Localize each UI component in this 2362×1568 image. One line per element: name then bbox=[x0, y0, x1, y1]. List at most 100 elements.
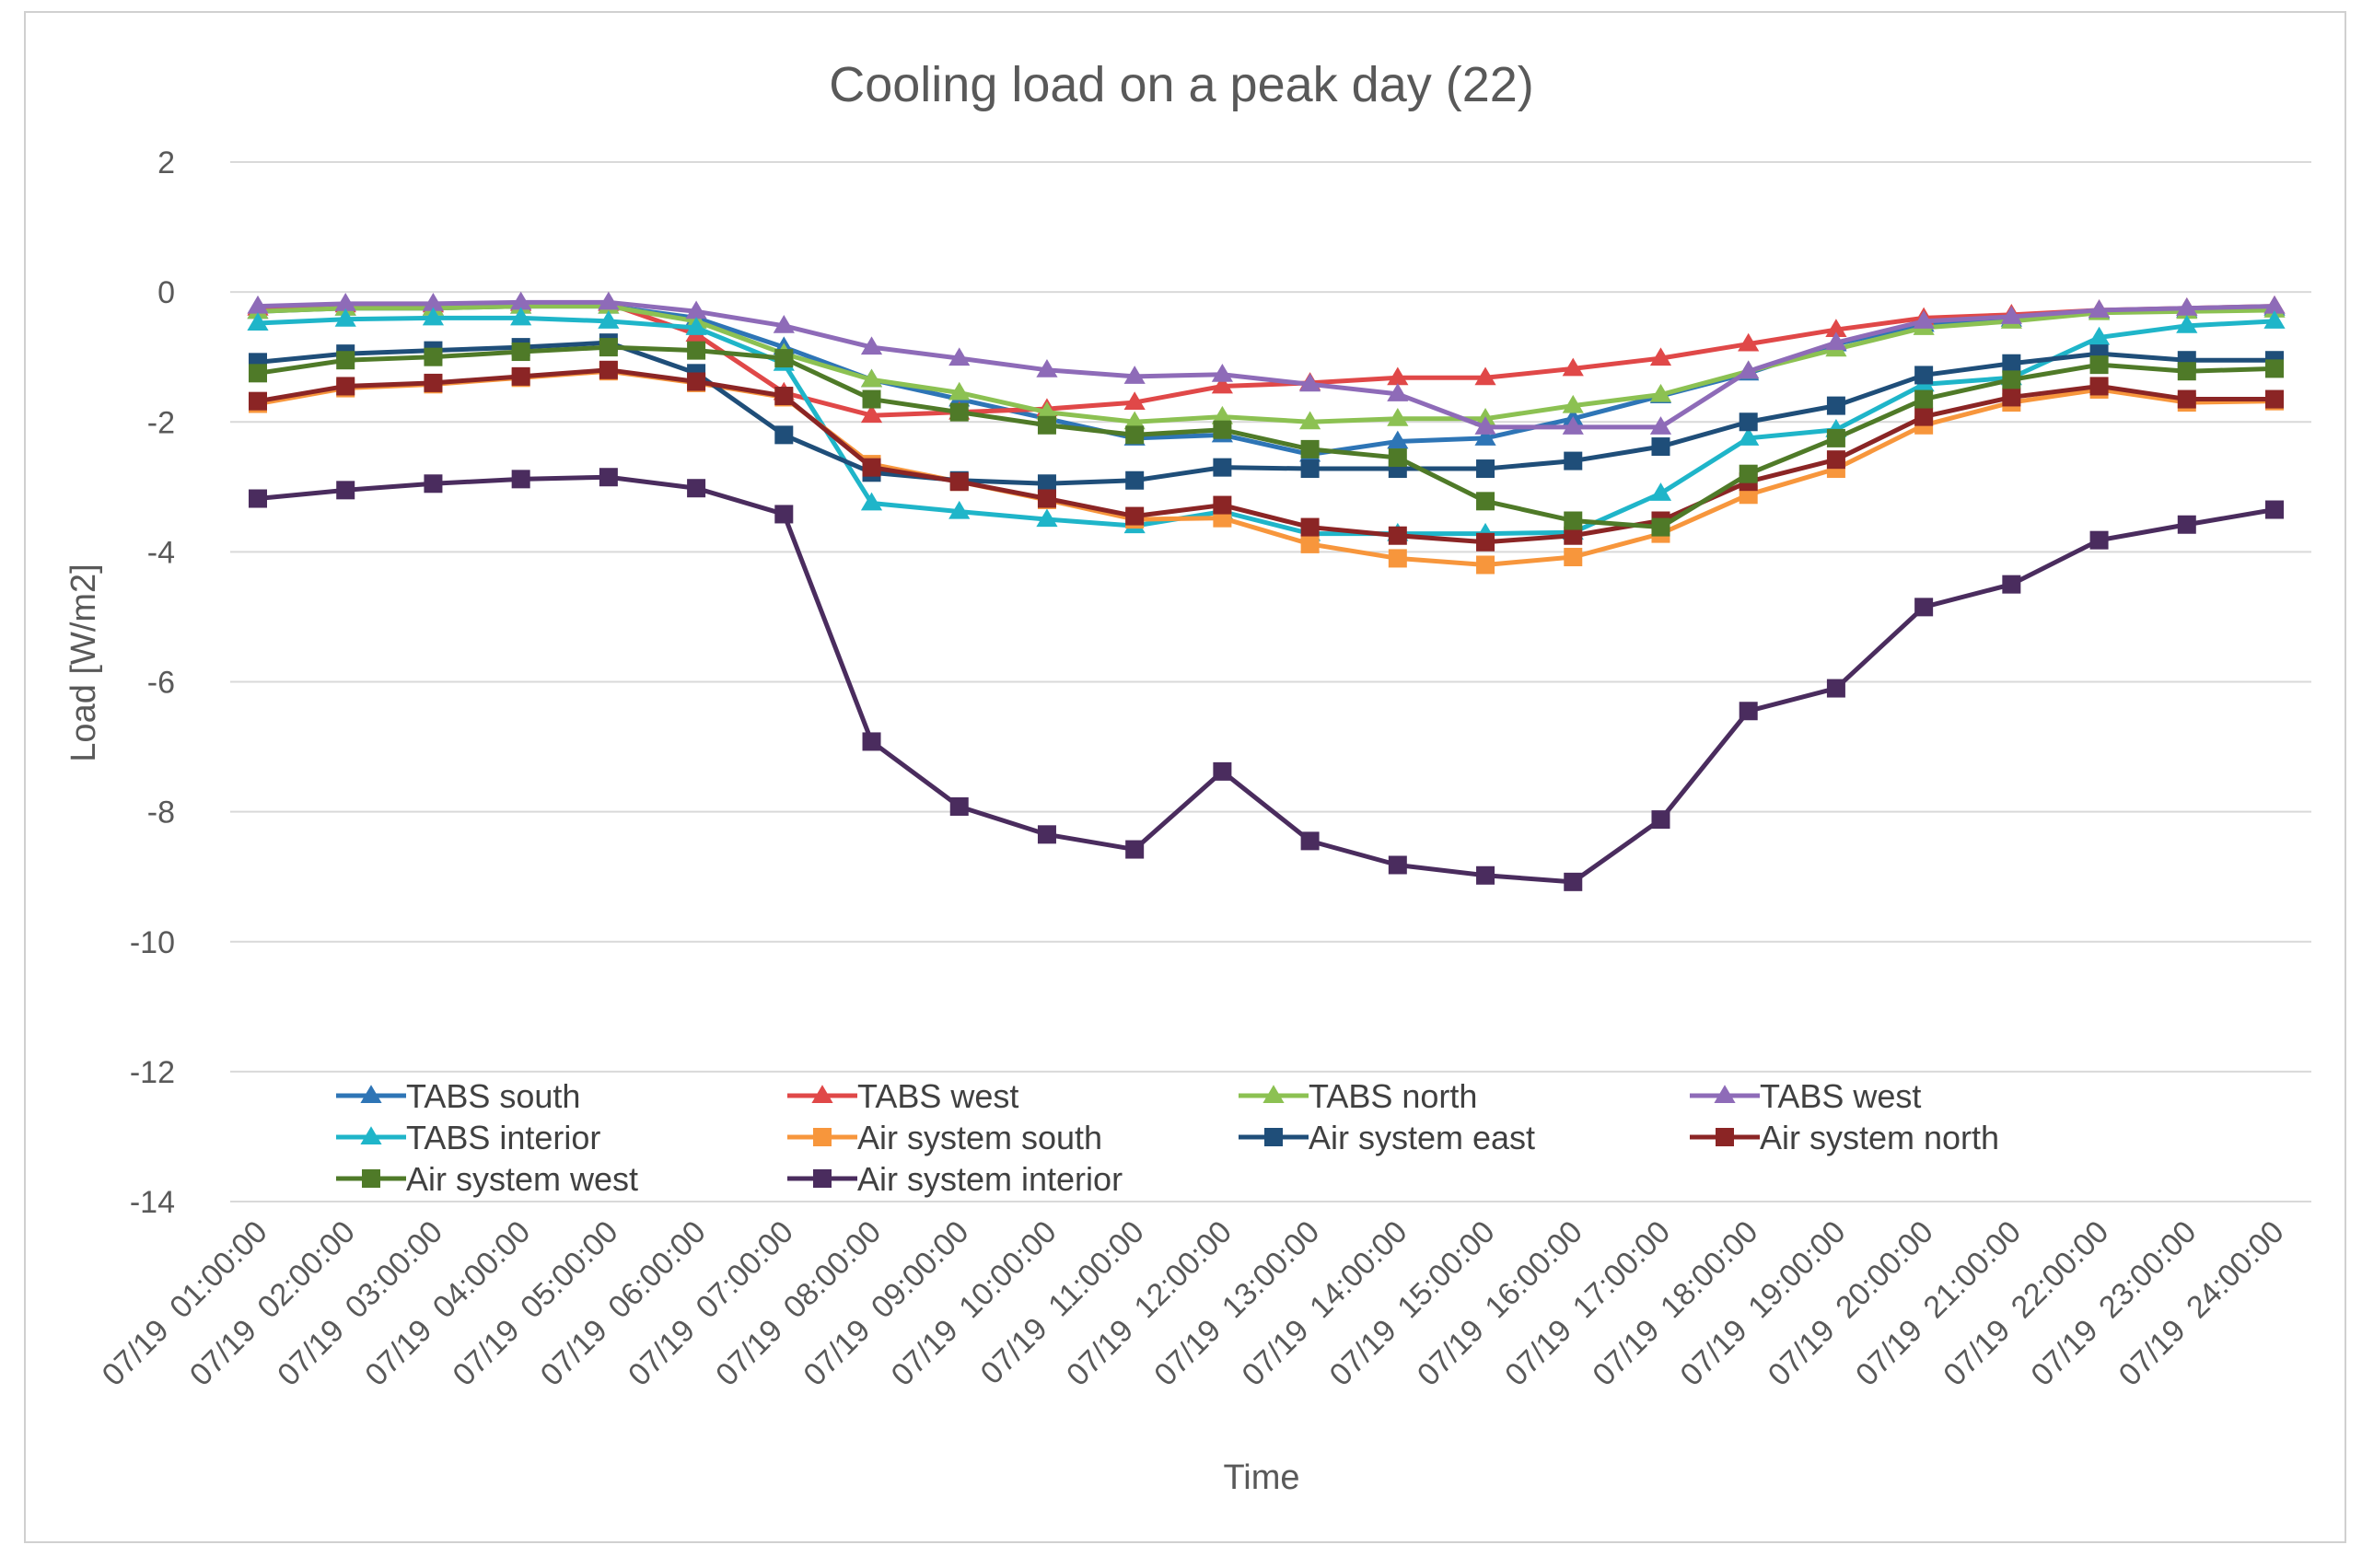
data-point bbox=[687, 372, 706, 391]
data-point bbox=[1037, 825, 1056, 844]
legend-item: Air system north bbox=[1690, 1119, 1999, 1156]
data-point bbox=[948, 381, 971, 401]
legend-swatch-marker bbox=[360, 1126, 382, 1144]
data-point bbox=[2002, 370, 2021, 389]
legend-item: Air system interior bbox=[787, 1160, 1123, 1198]
data-point bbox=[1564, 872, 1583, 891]
chart-title: Cooling load on a peak day (22) bbox=[829, 57, 1534, 112]
data-point bbox=[2177, 389, 2196, 409]
data-point bbox=[1388, 549, 1407, 568]
data-point bbox=[2002, 354, 2021, 373]
data-point bbox=[2089, 530, 2109, 550]
x-axis-title: Time bbox=[1223, 1458, 1299, 1497]
y-tick-label: -6 bbox=[147, 666, 175, 701]
data-point bbox=[774, 387, 794, 406]
data-point bbox=[1388, 526, 1407, 545]
data-point bbox=[1476, 555, 1495, 575]
legend-swatch-marker bbox=[811, 1085, 833, 1103]
legend-label: TABS west bbox=[1760, 1077, 1921, 1115]
series-line bbox=[257, 367, 2275, 545]
data-point bbox=[1738, 332, 1760, 352]
data-point bbox=[1564, 511, 1583, 530]
data-point bbox=[598, 310, 620, 329]
data-point bbox=[862, 732, 881, 751]
data-point bbox=[1300, 831, 1320, 851]
legend-swatch-marker bbox=[1714, 1085, 1736, 1103]
legend-label: Air system interior bbox=[857, 1160, 1123, 1198]
series-line bbox=[257, 299, 2275, 430]
data-point bbox=[2177, 515, 2196, 534]
data-point bbox=[1914, 407, 1934, 426]
chart-frame bbox=[24, 11, 2346, 1543]
data-point bbox=[1562, 394, 1584, 413]
data-point bbox=[1474, 366, 1496, 386]
data-point bbox=[774, 425, 794, 445]
data-point bbox=[2177, 362, 2196, 381]
data-point bbox=[1914, 389, 1934, 409]
data-point bbox=[773, 315, 795, 333]
data-point bbox=[598, 291, 620, 310]
y-tick-label: -4 bbox=[147, 535, 175, 570]
data-point bbox=[2265, 389, 2284, 409]
data-point bbox=[1211, 405, 1233, 424]
data-point bbox=[1739, 412, 1758, 432]
data-point bbox=[247, 295, 269, 314]
y-tick-label: -8 bbox=[147, 796, 175, 830]
data-point bbox=[1476, 532, 1495, 552]
data-point bbox=[1474, 427, 1496, 446]
data-point bbox=[599, 360, 618, 379]
legend-item: Air system west bbox=[336, 1160, 638, 1198]
series-4 bbox=[247, 291, 2286, 435]
data-point bbox=[1476, 459, 1495, 479]
legend-label: TABS interior bbox=[406, 1119, 600, 1156]
legend: TABS south TABS west TABS north TABS west TA… bbox=[336, 1077, 1999, 1198]
data-point bbox=[2088, 326, 2111, 345]
data-point bbox=[2002, 575, 2021, 594]
data-point bbox=[1387, 383, 1409, 401]
data-point bbox=[1825, 331, 1847, 351]
data-point bbox=[1826, 450, 1845, 470]
data-point bbox=[1125, 425, 1145, 445]
legend-item: TABS west bbox=[1690, 1077, 1921, 1115]
data-point bbox=[1123, 366, 1146, 384]
data-point bbox=[949, 472, 969, 492]
legend-item: Air system south bbox=[787, 1119, 1102, 1156]
series-9 bbox=[249, 338, 2284, 537]
series-line bbox=[257, 474, 2275, 885]
legend-swatch-marker bbox=[813, 1128, 832, 1146]
data-point bbox=[1651, 810, 1670, 830]
data-point bbox=[1474, 416, 1496, 435]
data-point bbox=[1213, 761, 1232, 781]
series-line bbox=[257, 304, 2275, 424]
legend-item: TABS interior bbox=[336, 1119, 600, 1156]
legend-swatch-marker bbox=[813, 1169, 832, 1188]
legend-swatch-marker bbox=[1264, 1128, 1283, 1146]
data-point bbox=[511, 470, 530, 489]
data-point bbox=[599, 468, 618, 487]
data-point bbox=[1826, 679, 1845, 698]
data-point bbox=[1213, 420, 1232, 439]
data-point bbox=[249, 364, 267, 383]
legend-swatch-marker bbox=[362, 1169, 380, 1188]
data-point bbox=[1300, 459, 1320, 479]
legend-label: TABS west bbox=[857, 1077, 1018, 1115]
data-point bbox=[1649, 482, 1672, 501]
data-point bbox=[1123, 411, 1146, 430]
data-point bbox=[1125, 840, 1145, 859]
y-tick-label: -2 bbox=[147, 405, 175, 440]
data-point bbox=[1125, 506, 1145, 526]
data-point bbox=[1387, 407, 1409, 426]
series-10 bbox=[249, 468, 2284, 891]
series-layer bbox=[247, 291, 2286, 891]
series-5 bbox=[247, 307, 2286, 541]
legend-label: Air system north bbox=[1760, 1119, 1999, 1156]
data-point bbox=[1649, 383, 1672, 402]
data-point bbox=[2089, 377, 2109, 396]
data-point bbox=[1125, 470, 1145, 490]
data-point bbox=[1826, 428, 1845, 447]
data-point bbox=[1562, 416, 1584, 435]
data-point bbox=[422, 293, 445, 311]
data-point bbox=[336, 377, 355, 396]
data-point bbox=[1037, 474, 1056, 494]
